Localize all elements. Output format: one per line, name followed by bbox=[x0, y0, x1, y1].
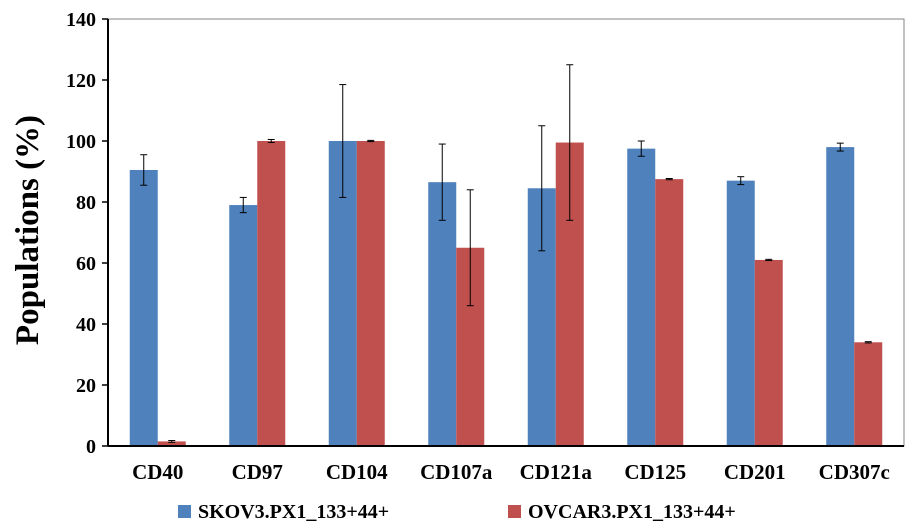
x-tick-label: CD40 bbox=[132, 460, 183, 484]
plot-border bbox=[107, 18, 905, 447]
x-tick-label: CD97 bbox=[232, 460, 283, 484]
legend-label: SKOV3.PX1_133+44+ bbox=[198, 501, 389, 523]
y-tick-label: 120 bbox=[66, 70, 96, 92]
legend-swatch bbox=[178, 505, 191, 518]
bar-skov3-cd97 bbox=[229, 205, 258, 446]
x-tick-label: CD104 bbox=[326, 460, 388, 484]
x-tick-label: CD307c bbox=[819, 460, 890, 484]
y-tick-label: 0 bbox=[86, 436, 96, 458]
y-tick-label: 140 bbox=[66, 9, 96, 31]
error-bar-ovcar3-cd201 bbox=[765, 258, 773, 262]
y-axis: 0 20 40 60 80 100 120 140 bbox=[66, 9, 109, 458]
x-tick-label: CD107a bbox=[420, 460, 493, 484]
error-bar-skov3-cd125 bbox=[637, 140, 645, 157]
error-bar-ovcar3-cd104 bbox=[367, 139, 375, 143]
error-bar-skov3-cd40 bbox=[140, 154, 148, 186]
error-bar-ovcar3-cd97 bbox=[267, 138, 275, 144]
x-axis: CD40 CD97 CD104 CD107a CD121a CD125 CD201 CD307… bbox=[108, 445, 904, 484]
bar-ovcar3-cd125 bbox=[655, 179, 684, 446]
plot-area bbox=[107, 18, 905, 447]
y-tick-label: 100 bbox=[66, 131, 96, 153]
legend: SKOV3.PX1_133+44+ OVCAR3.PX1_133+44+ bbox=[178, 501, 736, 523]
error-bar-ovcar3-cd121a bbox=[566, 64, 574, 221]
bar-skov3-cd201 bbox=[726, 180, 755, 446]
error-bar-skov3-cd201 bbox=[737, 176, 745, 186]
x-tick-label: CD125 bbox=[624, 460, 686, 484]
y-tick-label: 60 bbox=[76, 253, 96, 275]
error-bar-skov3-cd307c bbox=[836, 142, 844, 152]
legend-item-skov3: SKOV3.PX1_133+44+ bbox=[178, 501, 389, 523]
bar-skov3-cd125 bbox=[627, 148, 656, 446]
bars bbox=[129, 141, 883, 447]
error-bar-ovcar3-cd40 bbox=[168, 440, 176, 443]
y-tick-label: 80 bbox=[76, 192, 96, 214]
bar-ovcar3-cd104 bbox=[356, 141, 385, 446]
bar-ovcar3-cd97 bbox=[257, 141, 286, 446]
bar-skov3-cd107a bbox=[428, 182, 457, 447]
y-tick-label: 40 bbox=[76, 314, 96, 336]
error-bars bbox=[140, 64, 872, 443]
error-bar-skov3-cd104 bbox=[339, 84, 347, 198]
error-bar-skov3-cd121a bbox=[538, 125, 546, 252]
error-bar-skov3-cd107a bbox=[438, 143, 446, 221]
error-bar-ovcar3-cd307c bbox=[864, 341, 872, 344]
legend-label: OVCAR3.PX1_133+44+ bbox=[528, 501, 736, 523]
bar-skov3-cd40 bbox=[129, 169, 158, 446]
legend-swatch bbox=[508, 505, 521, 518]
error-bar-skov3-cd97 bbox=[239, 196, 247, 214]
bar-skov3-cd307c bbox=[826, 147, 855, 446]
y-tick-label: 20 bbox=[76, 375, 96, 397]
bar-ovcar3-cd201 bbox=[754, 259, 783, 446]
y-axis-label: Populations (%) bbox=[10, 115, 46, 345]
error-bar-ovcar3-cd107a bbox=[466, 189, 474, 307]
x-tick-label: CD201 bbox=[724, 460, 786, 484]
x-tick-label: CD121a bbox=[520, 460, 593, 484]
legend-item-ovcar3: OVCAR3.PX1_133+44+ bbox=[508, 501, 736, 523]
bar-ovcar3-cd40 bbox=[157, 441, 186, 446]
error-bar-ovcar3-cd125 bbox=[665, 178, 673, 181]
bar-ovcar3-cd307c bbox=[854, 342, 883, 446]
